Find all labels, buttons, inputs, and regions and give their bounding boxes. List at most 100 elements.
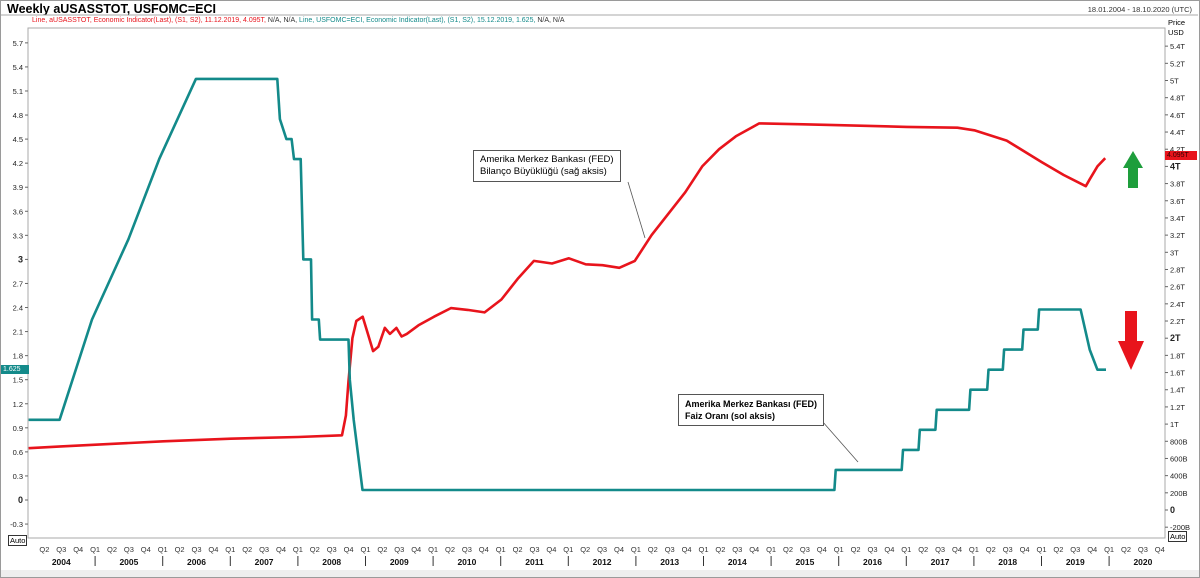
x-axis-quarter-label: Q4 <box>884 545 894 554</box>
x-axis-quarter-label: Q3 <box>56 545 66 554</box>
left-axis-label: 0 <box>18 495 23 505</box>
x-axis-quarter-label: Q3 <box>462 545 472 554</box>
annotation-line: Faiz Oranı (sol aksis) <box>685 411 776 421</box>
legend-series-2-na: N/A, N/A <box>535 17 565 24</box>
x-axis-quarter-label: Q1 <box>225 545 235 554</box>
x-axis-quarter-label: Q4 <box>682 545 692 554</box>
x-axis-year-label: 2014 <box>728 557 747 567</box>
annotation-interest-rate: Amerika Merkez Bankası (FED) Faiz Oranı … <box>678 394 825 426</box>
x-axis-quarter-label: Q4 <box>1020 545 1030 554</box>
x-axis-year-label: 2020 <box>1133 557 1152 567</box>
left-axis-label: 2.7 <box>13 279 23 288</box>
x-axis-year-label: 2012 <box>593 557 612 567</box>
x-axis-quarter-label: Q1 <box>698 545 708 554</box>
x-axis-quarter-label: Q2 <box>648 545 658 554</box>
left-axis-label: 5.1 <box>13 87 23 96</box>
x-axis-quarter-label: Q2 <box>851 545 861 554</box>
left-axis-label: 0.6 <box>13 448 23 457</box>
x-axis-quarter-label: Q2 <box>107 545 117 554</box>
left-auto-scale-button[interactable]: Auto <box>8 535 28 546</box>
left-axis-label: 5.4 <box>13 63 23 72</box>
legend-series-1: Line, aUSASSTOT, Economic Indicator(Last… <box>32 17 266 24</box>
arrow-up-icon <box>1123 151 1143 188</box>
right-axis-label: 1T <box>1170 420 1179 429</box>
balance-sheet-line <box>28 122 1107 450</box>
right-axis-label: 2T <box>1170 333 1181 343</box>
left-axis-label: 4.2 <box>13 159 23 168</box>
right-axis-label: 4T <box>1170 161 1181 171</box>
x-axis-year-label: 2007 <box>255 557 274 567</box>
left-axis-label: 3.6 <box>13 207 23 216</box>
right-axis-label: -200B <box>1170 523 1190 532</box>
right-axis-label: 4.6T <box>1170 111 1185 120</box>
right-axis-label: 1.6T <box>1170 369 1185 378</box>
x-axis-quarter-label: Q2 <box>445 545 455 554</box>
x-axis-year-label: 2010 <box>457 557 476 567</box>
right-axis-label: 5.4T <box>1170 42 1185 51</box>
x-axis-year-label: 2016 <box>863 557 882 567</box>
right-axis-header: Price USD <box>1168 18 1185 38</box>
fed-funds-rate-line <box>28 77 1106 492</box>
x-axis-quarter-label: Q4 <box>73 545 83 554</box>
x-axis-quarter-label: Q4 <box>546 545 556 554</box>
x-axis-quarter-label: Q3 <box>1070 545 1080 554</box>
x-axis-quarter-label: Q4 <box>817 545 827 554</box>
left-axis-label: 3 <box>18 254 23 264</box>
x-axis-quarter-label: Q2 <box>310 545 320 554</box>
right-axis-label: 800B <box>1170 437 1188 446</box>
x-axis-quarter-label: Q2 <box>513 545 523 554</box>
x-axis-quarter-label: Q1 <box>834 545 844 554</box>
x-axis-quarter-label: Q2 <box>580 545 590 554</box>
x-axis-quarter-label: Q1 <box>766 545 776 554</box>
price-label: Price <box>1168 18 1186 27</box>
right-axis-label: 5.2T <box>1170 59 1185 68</box>
x-axis-year-label: 2004 <box>52 557 71 567</box>
right-axis-label: 200B <box>1170 489 1188 498</box>
x-axis-quarter-label: Q3 <box>800 545 810 554</box>
right-axis-label: 2.8T <box>1170 265 1185 274</box>
x-axis-quarter-label: Q1 <box>631 545 641 554</box>
x-axis-quarter-label: Q3 <box>529 545 539 554</box>
annotation-line: Amerika Merkez Bankası (FED) <box>480 154 614 165</box>
x-axis-quarter-label: Q3 <box>1138 545 1148 554</box>
x-axis-quarter-label: Q3 <box>259 545 269 554</box>
right-axis-label: 600B <box>1170 454 1188 463</box>
right-auto-scale-button[interactable]: Auto <box>1168 531 1188 542</box>
date-range: 18.01.2004 - 18.10.2020 (UTC) <box>1087 5 1192 14</box>
left-axis-label: 1.2 <box>13 400 23 409</box>
right-axis-label: 3.4T <box>1170 214 1185 223</box>
right-axis-label: 3.6T <box>1170 197 1185 206</box>
x-axis-quarter-label: Q4 <box>1087 545 1097 554</box>
right-axis-label: 1.2T <box>1170 403 1185 412</box>
legend-series-1-na: N/A, N/A, <box>265 17 300 24</box>
right-current-value-tag: 4.095T <box>1165 151 1197 160</box>
left-axis-label: 1.8 <box>13 352 23 361</box>
legend: Line, aUSASSTOT, Economic Indicator(Last… <box>32 17 565 24</box>
x-axis-quarter-label: Q4 <box>1155 545 1165 554</box>
left-axis-label: 2.4 <box>13 304 23 313</box>
x-axis-quarter-label: Q1 <box>563 545 573 554</box>
x-axis-quarter-label: Q4 <box>344 545 354 554</box>
left-axis-label: -0.3 <box>10 520 23 529</box>
x-axis-quarter-label: Q1 <box>496 545 506 554</box>
x-axis-quarter-label: Q3 <box>597 545 607 554</box>
x-axis-quarter-label: Q2 <box>715 545 725 554</box>
x-axis-quarter-label: Q1 <box>901 545 911 554</box>
right-axis-label: 400B <box>1170 472 1188 481</box>
x-axis-quarter-label: Q4 <box>479 545 489 554</box>
x-axis-quarter-label: Q2 <box>783 545 793 554</box>
x-axis-quarter-label: Q2 <box>986 545 996 554</box>
left-axis-label: 0.9 <box>13 424 23 433</box>
right-axis-label: 2.2T <box>1170 317 1185 326</box>
x-axis-quarter-label: Q3 <box>191 545 201 554</box>
x-axis-quarter-label: Q4 <box>952 545 962 554</box>
x-axis-quarter-label: Q4 <box>749 545 759 554</box>
chart-title: Weekly aUSASSTOT, USFOMC=ECI <box>7 2 216 16</box>
x-axis-quarter-label: Q2 <box>1053 545 1063 554</box>
x-axis-quarter-label: Q3 <box>867 545 877 554</box>
x-axis-year-label: 2011 <box>525 557 544 567</box>
right-axis-label: 2.6T <box>1170 283 1185 292</box>
x-axis-quarter-label: Q1 <box>360 545 370 554</box>
annotation-pointer <box>821 420 859 463</box>
annotation-line: Amerika Merkez Bankası (FED) <box>685 399 818 409</box>
